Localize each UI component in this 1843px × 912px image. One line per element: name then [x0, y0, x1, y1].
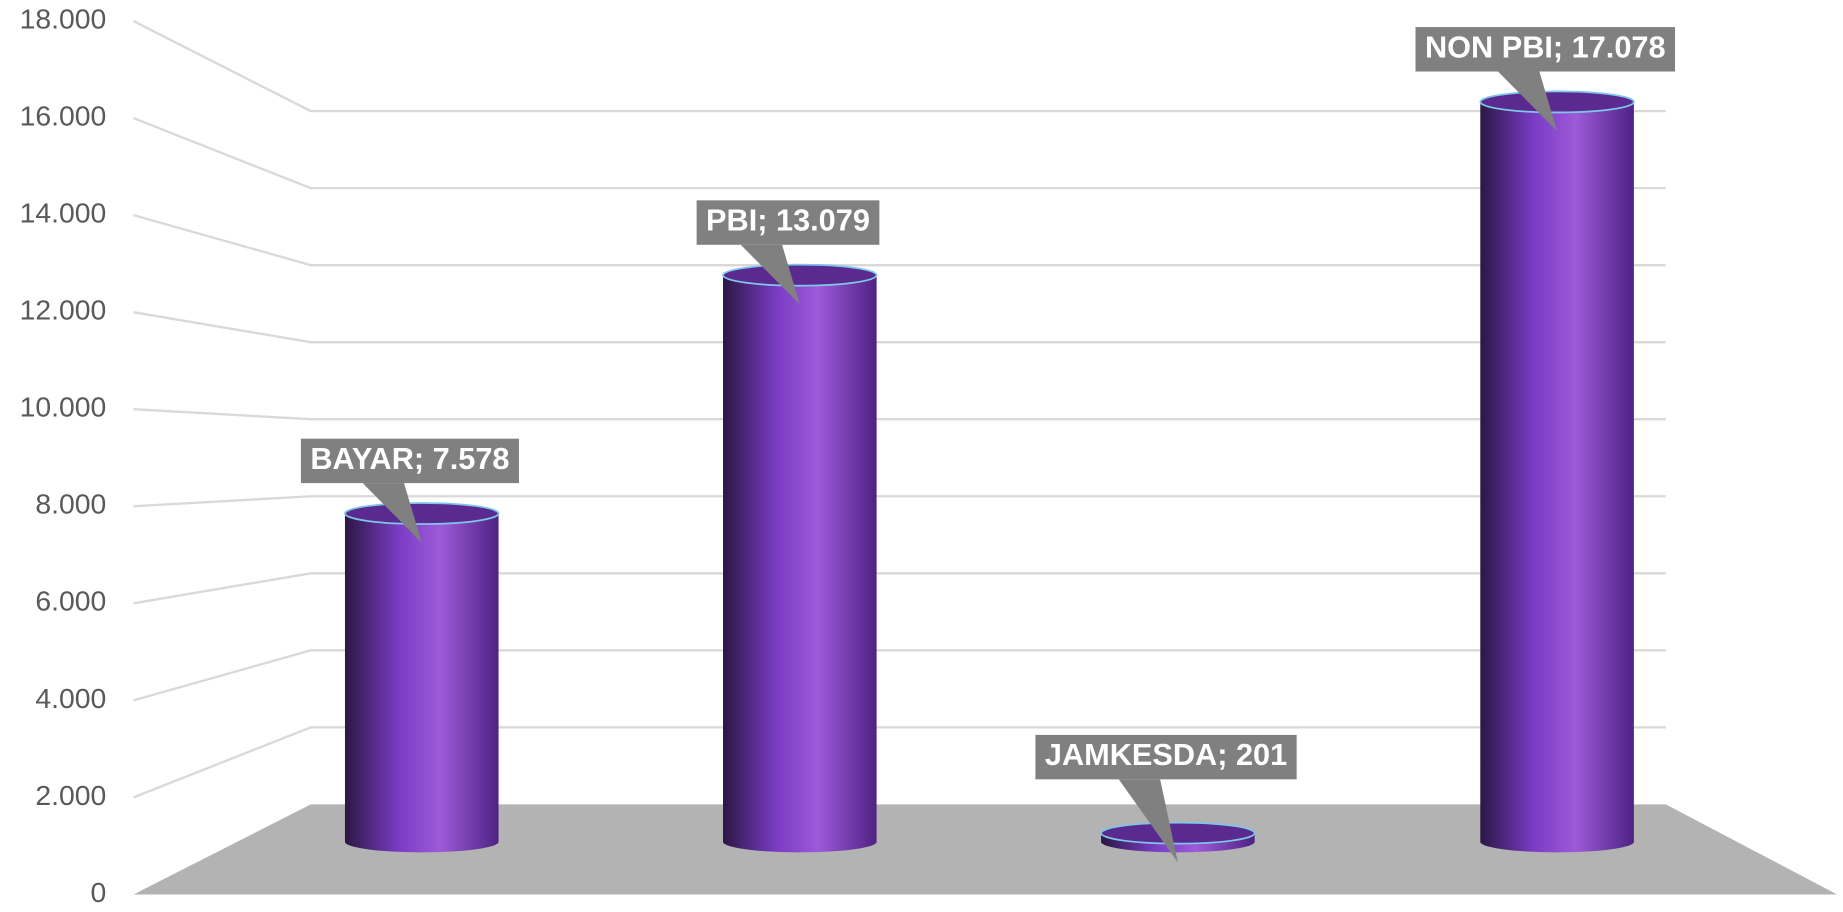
data-label: PBI; 13.079	[696, 200, 880, 305]
cylinder-body	[723, 275, 877, 853]
grid-line	[133, 311, 1666, 344]
cylinder-top	[722, 263, 878, 287]
grid-line	[133, 572, 1666, 605]
grid-line	[133, 726, 1666, 799]
y-tick-label: 14.000	[20, 197, 107, 229]
data-label-box	[300, 438, 519, 484]
cylinder-body	[344, 513, 499, 853]
data-label-box	[696, 200, 880, 245]
grid-line	[133, 649, 1666, 702]
y-tick-label: 2.000	[35, 779, 106, 811]
data-label-text: BAYAR; 7.578	[310, 442, 509, 476]
grid-line	[133, 495, 1666, 508]
data-label-pointer	[740, 244, 800, 305]
grid-line	[133, 408, 1666, 421]
data-label-box	[1035, 734, 1297, 780]
grid-line	[132, 20, 1666, 113]
y-tick-label: 16.000	[20, 100, 107, 132]
data-label-pointer	[1498, 71, 1558, 132]
data-label: NON PBI; 17.078	[1415, 27, 1676, 132]
cylinder	[1479, 90, 1635, 853]
floor	[133, 804, 1838, 895]
y-tick-label: 0	[91, 876, 107, 908]
cylinder	[722, 263, 878, 853]
cylinder-top	[1100, 821, 1256, 845]
data-label-text: NON PBI; 17.078	[1425, 30, 1666, 64]
data-label-text: JAMKESDA; 201	[1045, 738, 1287, 772]
data-label-box	[1415, 27, 1676, 72]
grid-line	[133, 214, 1666, 267]
y-tick-label: 6.000	[35, 585, 106, 617]
y-tick-label: 12.000	[20, 294, 107, 326]
cylinder	[344, 502, 500, 853]
plot: 0 2.000 4.000 6.000 8.000 10.000 12.000 14.000 1…	[20, 3, 1838, 908]
y-tick-label: 10.000	[20, 391, 107, 423]
grid-line	[133, 117, 1666, 190]
data-label-text: PBI; 13.079	[706, 204, 870, 238]
cylinder	[1100, 821, 1256, 853]
y-tick-label: 18.000	[20, 3, 107, 35]
y-tick-label: 8.000	[35, 488, 106, 520]
y-tick-label: 4.000	[35, 682, 106, 714]
cylinder-body	[1480, 101, 1634, 853]
cylinder-top	[344, 502, 500, 525]
cylinder-top	[1479, 90, 1635, 114]
